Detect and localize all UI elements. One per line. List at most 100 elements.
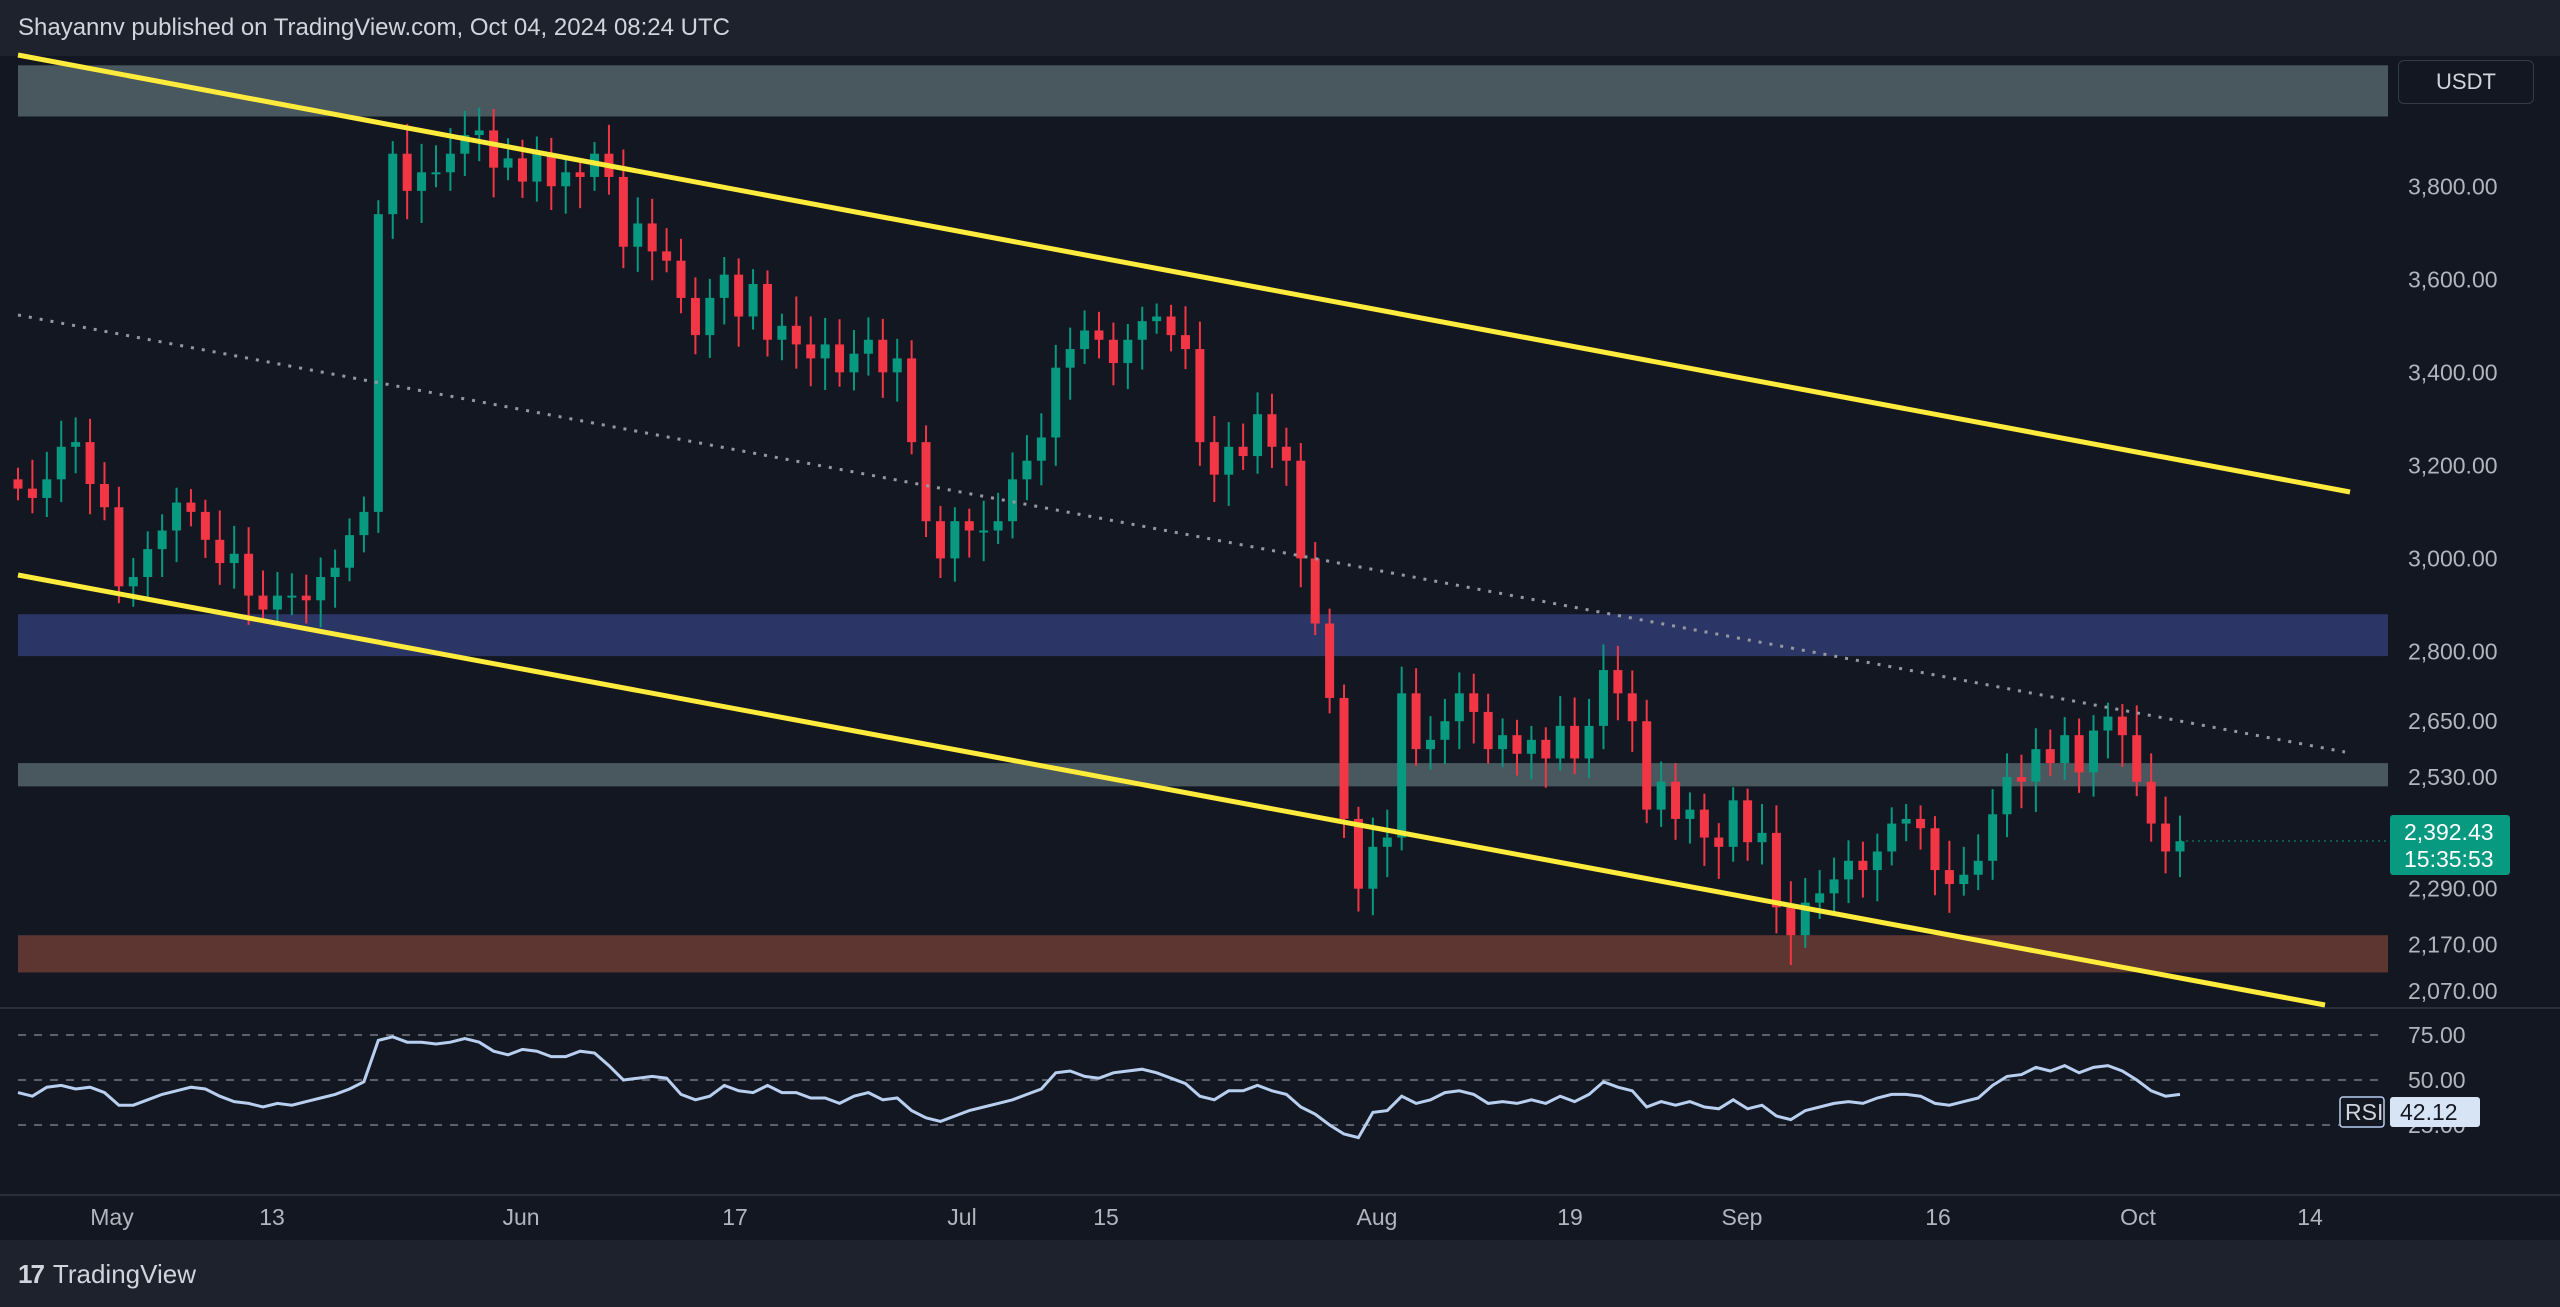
candle xyxy=(114,507,124,587)
candle xyxy=(330,567,340,578)
time-axis-label: 15 xyxy=(1093,1204,1119,1230)
candle xyxy=(1541,739,1551,759)
candle xyxy=(1901,818,1911,824)
candle xyxy=(1570,725,1580,759)
candle xyxy=(935,521,945,559)
last-price-badge xyxy=(2390,815,2510,876)
candle xyxy=(345,535,355,568)
candle xyxy=(402,153,412,191)
candle xyxy=(1325,623,1335,698)
price-axis-label: 3,000.00 xyxy=(2408,545,2498,571)
candle xyxy=(1642,721,1652,810)
price-chart[interactable]: 4,000.003,800.003,600.003,400.003,200.00… xyxy=(0,0,2560,1240)
chart-footer xyxy=(0,1240,2560,1307)
candle xyxy=(388,153,398,215)
candle xyxy=(907,358,917,443)
time-axis-label: 14 xyxy=(2297,1204,2323,1230)
candle xyxy=(1786,907,1796,936)
candle xyxy=(1195,349,1205,443)
rsi-value-badge xyxy=(2390,1097,2480,1127)
candle xyxy=(762,283,772,340)
candle xyxy=(474,130,484,136)
candle xyxy=(215,539,225,564)
zone-mid xyxy=(18,763,2388,787)
candle xyxy=(1815,893,1825,903)
candle xyxy=(272,595,282,610)
candle xyxy=(2175,841,2185,852)
candle xyxy=(1368,846,1378,889)
candle xyxy=(2132,735,2142,782)
candle xyxy=(229,553,239,564)
candle xyxy=(186,502,196,512)
candle xyxy=(1469,693,1479,712)
candle xyxy=(1253,414,1263,457)
candle xyxy=(849,353,859,373)
candle xyxy=(1743,800,1753,843)
candle xyxy=(1267,414,1277,447)
candle xyxy=(690,297,700,336)
candle xyxy=(1051,367,1061,438)
candle xyxy=(13,479,23,489)
candle xyxy=(1036,437,1046,461)
candle xyxy=(734,274,744,317)
candle xyxy=(1757,832,1767,843)
candle xyxy=(2117,716,2127,736)
zone-support-blue xyxy=(18,614,2388,657)
candle xyxy=(1123,339,1133,364)
candle xyxy=(2045,749,2055,764)
time-axis-label: Sep xyxy=(1722,1204,1763,1230)
tradingview-logo-text: TradingView xyxy=(52,1258,196,1289)
candle xyxy=(1613,670,1623,694)
price-axis-label: 2,800.00 xyxy=(2408,638,2498,664)
candle xyxy=(1094,330,1104,340)
candle xyxy=(1714,837,1724,847)
rsi-axis-label: 50.00 xyxy=(2408,1067,2466,1093)
candle xyxy=(445,153,455,173)
candle xyxy=(1166,316,1176,336)
candle xyxy=(676,260,686,298)
candle xyxy=(921,442,931,522)
candle xyxy=(1022,460,1032,480)
candle xyxy=(359,511,369,536)
candle xyxy=(200,511,210,540)
candle xyxy=(2031,749,2041,782)
candle xyxy=(1671,781,1681,819)
currency-selector[interactable]: USDT xyxy=(2398,60,2534,104)
candle xyxy=(1584,725,1594,759)
candle xyxy=(1627,693,1637,722)
candle xyxy=(1224,446,1234,475)
candle xyxy=(287,595,297,598)
candle xyxy=(1526,739,1536,754)
candle xyxy=(1959,874,1969,885)
tradingview-logo[interactable]: 17 TradingView xyxy=(18,1258,196,1290)
candle xyxy=(1137,321,1147,340)
candle xyxy=(316,577,326,601)
time-axis-label: Jul xyxy=(947,1204,976,1230)
candle xyxy=(71,442,81,447)
candle xyxy=(979,530,989,533)
candle xyxy=(1180,335,1190,350)
time-axis-label: 19 xyxy=(1557,1204,1583,1230)
candle xyxy=(489,130,499,168)
candle xyxy=(1858,860,1868,871)
candle xyxy=(806,344,816,359)
candle xyxy=(1397,693,1407,838)
candle xyxy=(820,344,830,359)
candle xyxy=(647,223,657,252)
candle xyxy=(128,577,138,587)
candle xyxy=(1872,851,1882,871)
candle xyxy=(1008,479,1018,522)
last-price-value: 2,392.43 xyxy=(2404,819,2494,845)
candle xyxy=(2103,716,2113,731)
candle xyxy=(1598,670,1608,726)
candle xyxy=(1771,832,1781,908)
candle xyxy=(2089,730,2099,773)
candle xyxy=(1973,860,1983,875)
candle xyxy=(1555,725,1565,759)
candle xyxy=(1281,446,1291,461)
candle xyxy=(1843,860,1853,880)
candle xyxy=(503,158,513,168)
candle xyxy=(964,521,974,531)
candle xyxy=(27,488,37,498)
candle xyxy=(1411,693,1421,750)
